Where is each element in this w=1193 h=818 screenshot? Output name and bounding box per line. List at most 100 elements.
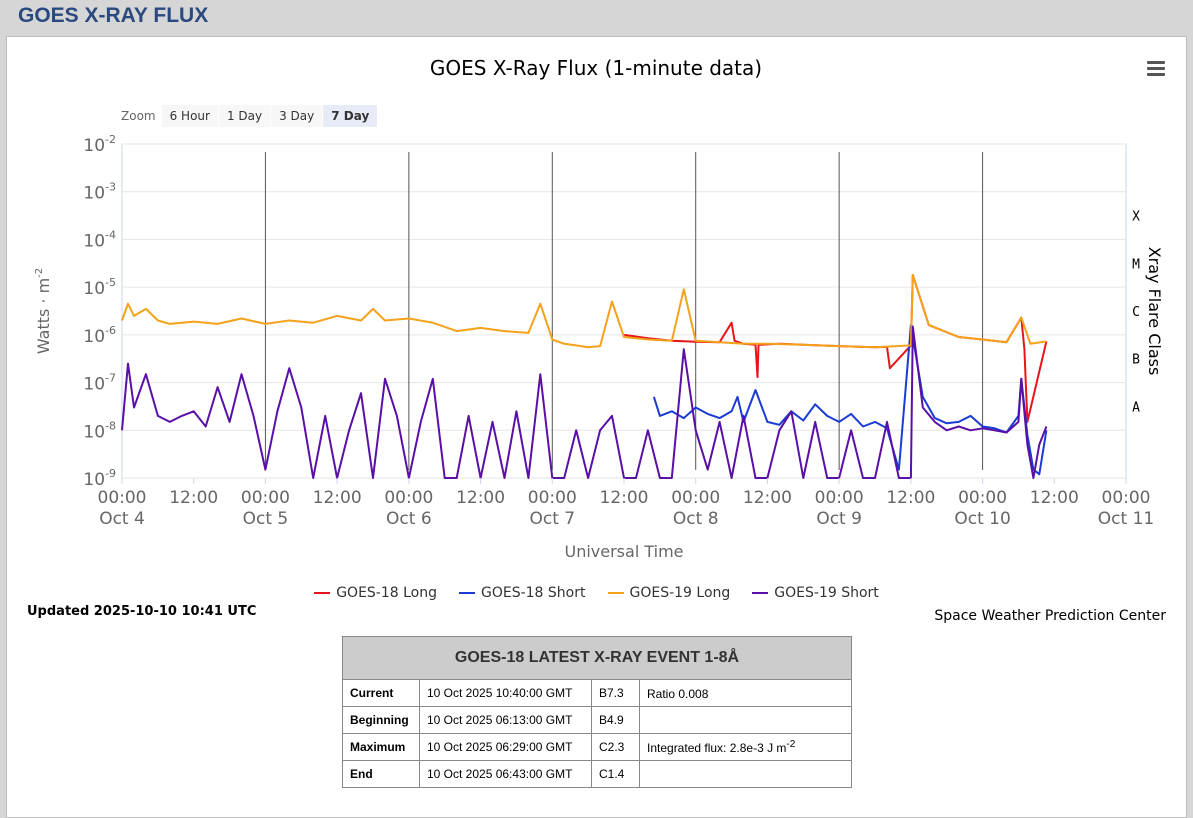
- y-tick-exp: -2: [105, 133, 116, 146]
- event-time: 10 Oct 2025 06:29:00 GMT: [419, 733, 592, 761]
- x-tick-time: 00:00: [1102, 488, 1151, 508]
- event-note: [639, 706, 852, 734]
- table-row: End 10 Oct 2025 06:43:00 GMT C1.4: [342, 760, 852, 788]
- x-tick-time: 12:00: [1030, 488, 1079, 508]
- table-row: Maximum 10 Oct 2025 06:29:00 GMT C2.3 In…: [342, 733, 852, 761]
- x-tick-date: Oct 8: [673, 509, 719, 529]
- y-tick-label: 10-2: [83, 133, 116, 156]
- y-tick-exp: -5: [105, 276, 116, 289]
- y-tick-base: 10: [83, 231, 105, 251]
- y-tick-label: 10-7: [83, 372, 116, 395]
- legend-item-goes18-long[interactable]: GOES-18 Long: [314, 585, 437, 601]
- y-tick-label: 10-8: [83, 419, 116, 442]
- x-tick-time: 00:00: [98, 488, 147, 508]
- legend-item-goes19-short[interactable]: GOES-19 Short: [752, 585, 879, 601]
- y-tick-base: 10: [83, 422, 105, 442]
- x-tick-time: 12:00: [313, 488, 362, 508]
- y-tick-label: 10-6: [83, 324, 116, 347]
- y-tick-base: 10: [83, 470, 105, 490]
- event-note: Integrated flux: 2.8e-3 J m-2: [639, 733, 852, 761]
- x-tick-date: Oct 9: [816, 509, 862, 529]
- flare-class-label: M: [1132, 257, 1140, 272]
- event-class: C1.4: [591, 760, 640, 788]
- y2-axis-title: Xray Flare Class: [1145, 247, 1164, 376]
- legend-label: GOES-18 Long: [336, 585, 437, 601]
- x-tick-time: 12:00: [743, 488, 792, 508]
- x-tick-time: 00:00: [958, 488, 1007, 508]
- x-tick-date: Oct 10: [954, 509, 1010, 529]
- zoom-controls: Zoom 6 Hour 1 Day 3 Day 7 Day: [121, 105, 378, 127]
- x-tick-time: 00:00: [671, 488, 720, 508]
- event-note: [639, 760, 852, 788]
- legend-label: GOES-19 Short: [774, 585, 879, 601]
- x-tick-time: 00:00: [384, 488, 433, 508]
- grid-lines: [122, 143, 1126, 479]
- y-tick-exp: -3: [105, 181, 116, 194]
- table-row: Beginning 10 Oct 2025 06:13:00 GMT B4.9: [342, 706, 852, 734]
- y-tick-exp: -4: [105, 228, 116, 241]
- y-tick-label: 10-9: [83, 467, 116, 490]
- legend-item-goes18-short[interactable]: GOES-18 Short: [459, 585, 586, 601]
- x-tick-time: 00:00: [241, 488, 290, 508]
- zoom-7day-button[interactable]: 7 Day: [323, 105, 378, 127]
- y-tick-base: 10: [83, 375, 105, 395]
- event-note-text: Integrated flux: 2.8e-3 J m: [647, 741, 787, 755]
- x-tick-time: 12:00: [456, 488, 505, 508]
- y-tick-base: 10: [83, 184, 105, 204]
- y-axis-title-text: Watts · m: [34, 278, 53, 354]
- y-tick-base: 10: [83, 136, 105, 156]
- event-note: Ratio 0.008: [639, 679, 852, 707]
- zoom-label: Zoom: [121, 109, 156, 123]
- flare-class-label: C: [1132, 305, 1140, 320]
- legend-swatch: [752, 592, 769, 594]
- event-label: Current: [342, 679, 420, 707]
- zoom-6hour-button[interactable]: 6 Hour: [161, 105, 218, 127]
- y-tick-label: 10-3: [83, 181, 116, 204]
- x-tick-time: 00:00: [815, 488, 864, 508]
- x-tick-date: Oct 5: [243, 509, 289, 529]
- credit-text: Space Weather Prediction Center: [934, 608, 1166, 624]
- chart-legend: GOES-18 Long GOES-18 Short GOES-19 Long …: [7, 585, 1186, 601]
- y-tick-base: 10: [83, 279, 105, 299]
- xray-event-table: GOES-18 LATEST X-RAY EVENT 1-8Å Current …: [342, 636, 852, 788]
- x-tick-time: 12:00: [169, 488, 218, 508]
- day-separator-lines: [264, 152, 984, 470]
- series-line-4: [121, 325, 1048, 479]
- series-line-3: [121, 274, 1047, 349]
- y-tick-exp: -8: [105, 419, 116, 432]
- y-axis-title: Watts · m-2: [34, 268, 53, 354]
- legend-swatch: [607, 592, 624, 594]
- x-tick-date: Oct 4: [99, 509, 145, 529]
- zoom-3day-button[interactable]: 3 Day: [271, 105, 323, 127]
- y-tick-exp: -6: [105, 324, 116, 337]
- y-axis-ticks: 10-210-310-410-510-610-710-810-9: [83, 133, 116, 490]
- event-note-sup: -2: [786, 739, 796, 750]
- event-class: B7.3: [591, 679, 640, 707]
- flare-class-label: B: [1132, 353, 1140, 368]
- flare-class-label: X: [1132, 210, 1140, 225]
- y-tick-label: 10-5: [83, 276, 116, 299]
- plot-area: [121, 143, 1127, 479]
- legend-label: GOES-19 Long: [629, 585, 731, 601]
- table-row: Current 10 Oct 2025 10:40:00 GMT B7.3 Ra…: [342, 679, 852, 707]
- legend-item-goes19-long[interactable]: GOES-19 Long: [607, 585, 731, 601]
- event-table-title: GOES-18 LATEST X-RAY EVENT 1-8Å: [342, 636, 852, 680]
- x-tick-date: Oct 11: [1098, 509, 1154, 529]
- y-tick-label: 10-4: [83, 228, 116, 251]
- event-note-text: Ratio 0.008: [647, 687, 709, 701]
- x-tick-time: 00:00: [528, 488, 577, 508]
- updated-timestamp: Updated 2025-10-10 10:41 UTC: [27, 604, 257, 619]
- y-axis-title-sup: -2: [34, 268, 45, 278]
- x-tick-date: Oct 6: [386, 509, 432, 529]
- event-time: 10 Oct 2025 10:40:00 GMT: [419, 679, 592, 707]
- event-label: Maximum: [342, 733, 420, 761]
- series-lines: [121, 274, 1048, 479]
- zoom-1day-button[interactable]: 1 Day: [218, 105, 271, 127]
- x-tick-time: 12:00: [600, 488, 649, 508]
- event-label: Beginning: [342, 706, 420, 734]
- legend-label: GOES-18 Short: [481, 585, 586, 601]
- event-class: C2.3: [591, 733, 640, 761]
- chart-menu-icon[interactable]: [1147, 61, 1165, 77]
- y-tick-base: 10: [83, 327, 105, 347]
